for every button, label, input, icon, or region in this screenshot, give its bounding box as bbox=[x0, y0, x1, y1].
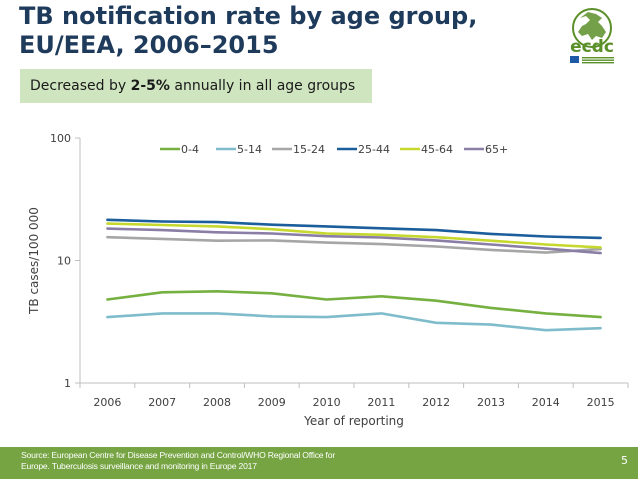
page-number: 5 bbox=[621, 454, 628, 467]
slide-title: TB notification rate by age group, EU/EE… bbox=[19, 2, 478, 59]
x-axis-title: Year of reporting bbox=[303, 414, 404, 428]
legend-label: 0-4 bbox=[181, 143, 199, 156]
chart-legend: 0-4 5-14 15-24 25-44 45-64 65+ bbox=[160, 143, 508, 156]
y-tick-label: 100 bbox=[50, 132, 71, 145]
x-tick-label: 2010 bbox=[313, 396, 341, 409]
x-tick-label: 2013 bbox=[477, 396, 505, 409]
tb-notification-chart: 1 10 100 2006 2007 2008 2009 2010 2011 2012 2013 20… bbox=[27, 132, 629, 428]
x-tick-label: 2009 bbox=[258, 396, 286, 409]
x-tick-label: 2007 bbox=[148, 396, 176, 409]
series-line-5-14 bbox=[106, 312, 602, 332]
key-finding-callout: Decreased by 2-5% annually in all age gr… bbox=[20, 69, 372, 103]
chart-axes: 1 10 100 2006 2007 2008 2009 2010 2011 2012 2013 20… bbox=[27, 132, 629, 428]
y-axis-title: TB cases/100 000 bbox=[27, 207, 41, 315]
series-line-25-44 bbox=[106, 218, 602, 240]
series-line-45-64 bbox=[106, 222, 602, 249]
x-tick-label: 2012 bbox=[422, 396, 450, 409]
x-tick-label: 2006 bbox=[93, 396, 121, 409]
ecdc-logo: ecdc bbox=[570, 8, 614, 64]
y-tick-label: 1 bbox=[64, 377, 71, 390]
series-line-0-4 bbox=[106, 289, 602, 319]
x-tick-label: 2014 bbox=[532, 396, 560, 409]
callout-prefix: Decreased by bbox=[30, 78, 131, 94]
x-tick-label: 2015 bbox=[587, 396, 615, 409]
legend-label: 5-14 bbox=[237, 143, 262, 156]
logo-wordmark: ecdc bbox=[570, 37, 614, 57]
chart-series bbox=[106, 218, 602, 332]
series-line-65+ bbox=[106, 227, 602, 255]
y-tick-label: 10 bbox=[57, 255, 71, 268]
legend-label: 15-24 bbox=[293, 143, 325, 156]
x-tick-label: 2011 bbox=[367, 396, 395, 409]
legend-label: 25-44 bbox=[358, 143, 390, 156]
callout-suffix: annually in all age groups bbox=[169, 78, 356, 94]
legend-label: 45-64 bbox=[421, 143, 453, 156]
series-line-15-24 bbox=[106, 235, 602, 254]
footer-bar: Source: European Centre for Disease Prev… bbox=[0, 447, 638, 479]
legend-label: 65+ bbox=[485, 143, 508, 156]
x-tick-label: 2008 bbox=[203, 396, 231, 409]
callout-highlight: 2-5% bbox=[130, 78, 170, 94]
source-note: Source: European Centre for Disease Prev… bbox=[21, 450, 335, 471]
